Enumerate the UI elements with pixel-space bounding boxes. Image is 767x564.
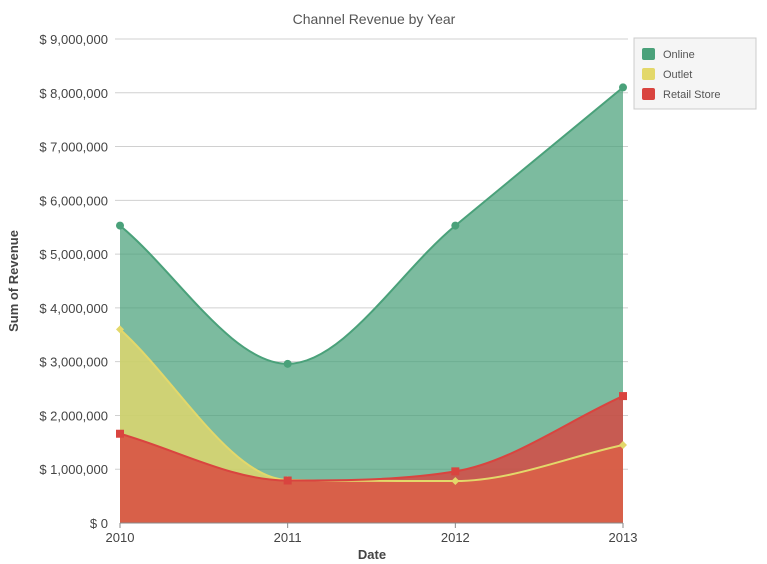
y-tick-label: $ 9,000,000 [39,32,108,47]
area-online[interactable] [120,87,623,524]
series-markers [116,83,627,486]
y-tick-label: $ 7,000,000 [39,140,108,155]
point-online[interactable] [116,221,124,230]
legend-swatch [642,88,655,100]
x-tick-label: 2013 [609,530,638,545]
point-online[interactable] [619,83,627,92]
x-tick-label: 2010 [106,530,135,545]
point-outlet[interactable] [116,325,124,334]
series-areas [120,87,623,524]
y-tick-label: $ 5,000,000 [39,247,108,262]
legend-swatch [642,68,655,80]
x-tick-labels: 2010 2011 2012 2013 [106,530,638,545]
y-tick-label: $ 4,000,000 [39,301,108,316]
point-retail-store[interactable] [619,392,627,401]
series-lines [119,86,624,483]
axes [119,522,624,528]
point-online[interactable] [451,221,460,230]
legend-label[interactable]: Outlet [663,69,692,81]
x-axis-title: Date [358,547,386,562]
legend[interactable]: Online Outlet Retail Store [633,37,757,110]
line-retail-store [119,395,624,482]
chart-title: Channel Revenue by Year [293,11,456,27]
y-tick-label: $ 2,000,000 [39,408,108,423]
y-tick-labels: $ 0 $ 1,000,000 $ 2,000,000 $ 3,000,000 $ 4,… [39,32,108,531]
y-tick-label: $ 8,000,000 [39,86,108,101]
point-outlet[interactable] [451,477,460,486]
point-online[interactable] [283,359,292,368]
x-tick-label: 2011 [274,530,302,545]
line-outlet [119,328,624,483]
x-tick-label: 2012 [441,530,470,545]
y-tick-label: $ 1,000,000 [39,462,108,477]
area-retail-store[interactable] [120,396,623,523]
y-tick-label: $ 0 [90,516,108,531]
y-axis-title: Sum of Revenue [6,230,21,332]
legend-label[interactable]: Retail Store [663,89,720,101]
point-outlet[interactable] [619,441,627,450]
legend-swatch [642,48,655,60]
point-retail-store[interactable] [451,467,460,476]
y-tick-label: $ 6,000,000 [39,193,108,208]
legend-label[interactable]: Online [663,49,695,61]
y-tick-label: $ 3,000,000 [39,355,108,370]
point-retail-store[interactable] [116,429,124,438]
line-online [119,86,624,365]
point-retail-store[interactable] [283,476,292,485]
